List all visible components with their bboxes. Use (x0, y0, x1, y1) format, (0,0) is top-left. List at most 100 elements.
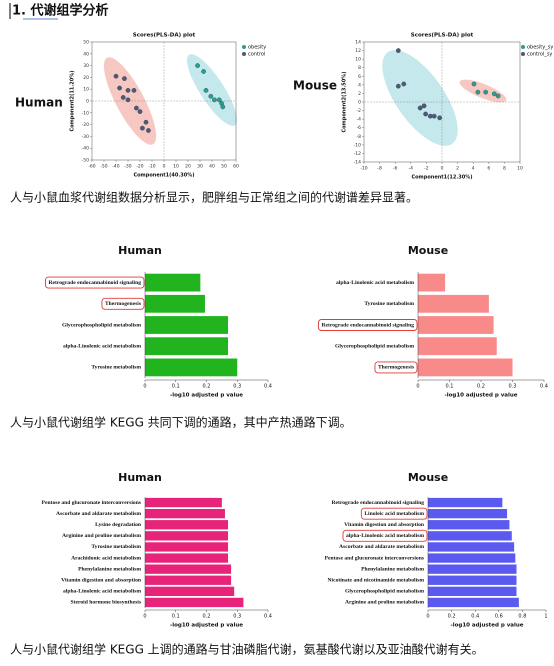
point (483, 89, 489, 95)
category-label: Thermogenesis (378, 365, 415, 371)
bar (145, 586, 235, 597)
x-tick-label: 0.6 (495, 614, 503, 620)
point (417, 105, 423, 111)
confidence-ellipse (187, 54, 237, 126)
bar (428, 542, 515, 552)
x-axis-label: Component1(40.30%) (133, 173, 194, 179)
point (122, 76, 127, 81)
x-tick-label: 0 (143, 614, 146, 620)
highlight-box (101, 297, 145, 310)
x-tick-label: 2 (456, 166, 459, 172)
category-label: Tyrosine metabolism (364, 301, 414, 307)
point (131, 88, 137, 93)
x-tick-label: 0.4 (264, 384, 272, 390)
point (431, 113, 437, 119)
x-tick-label: 6 (487, 166, 490, 172)
bar (418, 358, 513, 377)
x-axis-label: -log10 adjusted p value (170, 393, 243, 399)
x-tick-label: 0 (416, 384, 419, 390)
y-tick-label: 50 (83, 40, 89, 46)
y-tick-label: 4 (358, 82, 361, 88)
category-label: Tyrosine metabolism (91, 365, 141, 371)
heading: 1. 代谢组学分析 (12, 3, 109, 19)
x-tick-label: 0.1 (172, 384, 180, 390)
point (220, 104, 226, 110)
bar (428, 531, 512, 541)
x-tick-label: 10 (517, 166, 523, 172)
paragraph: 人与小鼠代谢组学 KEGG 上调的通路与甘油磷脂代谢，氨基酸代谢以及亚油酸代谢有… (10, 642, 484, 657)
y-tick-label: 20 (83, 75, 89, 81)
point (208, 93, 214, 99)
y-tick-label: -4 (357, 117, 362, 123)
x-tick-label: 0 (441, 166, 444, 172)
x-tick-label: -4 (409, 166, 414, 172)
x-tick-label: 0.8 (518, 614, 526, 620)
point (203, 88, 209, 93)
confidence-ellipse (459, 79, 507, 103)
category-label: Phenylalanine metabolism (78, 566, 141, 572)
y-tick-label: -6 (357, 125, 362, 131)
category-label: Pentose and glucuronate interconversions (325, 555, 425, 561)
bar (145, 531, 229, 541)
category-label: Arachidonic acid metabolism (71, 555, 141, 561)
x-tick-label: 8 (503, 166, 506, 172)
x-tick-label: 20 (185, 164, 191, 170)
highlight-box (318, 319, 418, 331)
category-label: alpha-Linolenic acid metabolism (346, 533, 424, 539)
y-tick-label: 12 (355, 48, 361, 54)
x-tick-label: -30 (124, 164, 131, 170)
x-tick-label: 0.4 (540, 384, 548, 390)
y-tick-label: 14 (355, 40, 361, 46)
point (120, 95, 126, 100)
category-label: Vitamin digestion and absorption (61, 578, 142, 584)
bar (145, 575, 232, 585)
point (113, 73, 119, 79)
point (395, 83, 401, 89)
legend-label: control (248, 52, 265, 58)
x-tick-label: 0.2 (203, 614, 211, 620)
x-tick-label: -2 (424, 166, 429, 172)
point (143, 119, 149, 125)
bar (428, 508, 508, 519)
y-tick-label: 10 (83, 87, 89, 93)
x-tick-label: 1 (544, 614, 547, 620)
y-tick-label: 10 (355, 57, 361, 63)
x-tick-label: 0.3 (509, 384, 517, 390)
x-tick-label: 0.2 (477, 384, 485, 390)
category-label: Steroid hormone biosynthesis (71, 600, 142, 606)
category-label: Retrograde endocannabinoid signaling (321, 322, 414, 328)
point (195, 63, 200, 68)
category-label: Glycerophospholipid metabolism (335, 343, 414, 349)
point (140, 125, 145, 131)
x-tick-label: 0.3 (233, 384, 241, 390)
point (395, 48, 401, 53)
y-tick-label: 0 (86, 99, 89, 105)
category-label: Thermogenesis (105, 301, 142, 307)
chart-title: Human (118, 471, 162, 484)
bar (418, 273, 446, 292)
highlight-box (342, 529, 428, 542)
chart-title: Scores(PLS-DA) plot (133, 33, 196, 39)
y-axis-label: Component2(13.50%) (342, 71, 348, 132)
point (437, 115, 443, 121)
x-axis-label: -log10 adjusted p value (444, 393, 517, 399)
y-tick-label: -10 (354, 142, 361, 148)
bar (418, 337, 497, 356)
point (216, 97, 222, 103)
x-tick-label: 0.3 (233, 614, 241, 620)
category-label: alpha-Linolenic acid metabolism (63, 589, 141, 595)
x-tick-label: 50 (221, 164, 227, 170)
x-tick-label: 0.2 (448, 614, 456, 620)
legend-swatch (242, 45, 246, 49)
y-tick-label: 30 (83, 63, 89, 69)
point (491, 91, 497, 97)
category-label: alpha-Linolenic acid metabolism (336, 280, 414, 286)
category-label: Glycerophospholipid metabolism (345, 589, 424, 595)
chart-title: Mouse (408, 471, 448, 484)
point (423, 111, 428, 117)
category-label: Ascorbate and aldarate metabolism (56, 511, 141, 517)
y-tick-label: -30 (82, 134, 89, 140)
point (146, 128, 151, 133)
bar (428, 575, 517, 585)
